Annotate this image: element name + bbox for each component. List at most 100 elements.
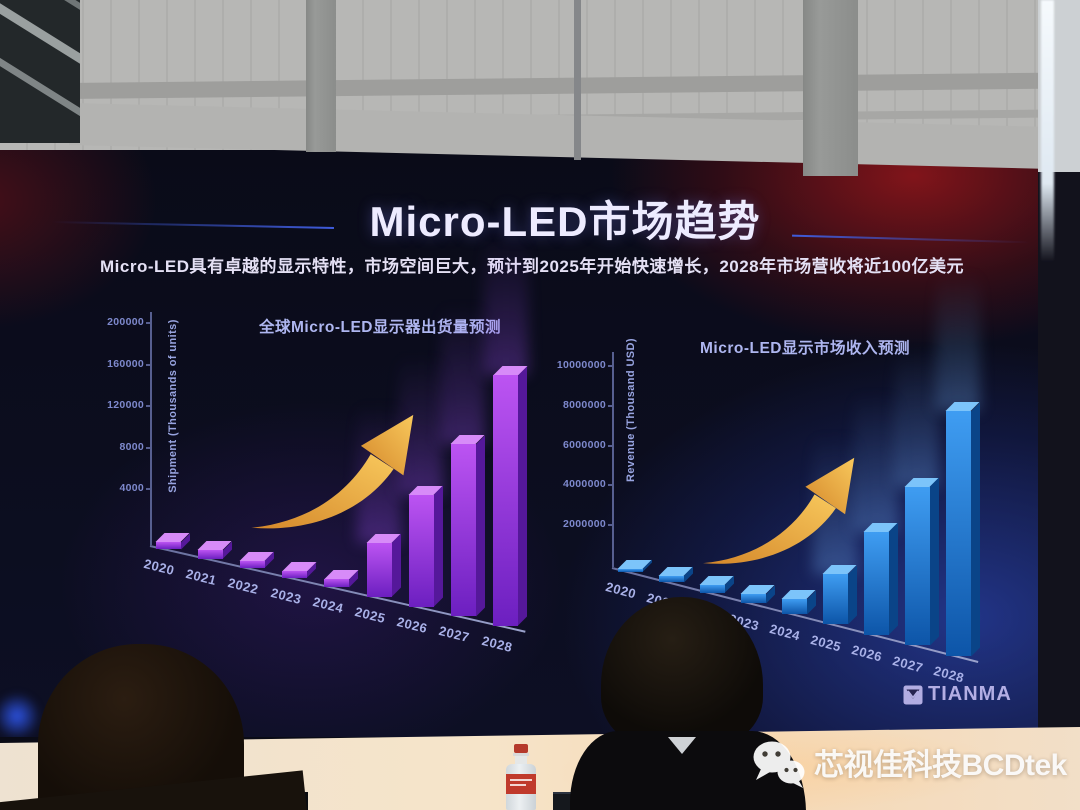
slide-title: Micro-LED市场趋势 <box>369 198 761 245</box>
bar-side-face <box>307 562 317 578</box>
right-dark-panel <box>1038 172 1080 737</box>
y-tick-mark <box>608 365 613 367</box>
ceiling-slat <box>0 54 80 125</box>
x-tick-label: 2025 <box>353 604 388 627</box>
ceiling-slat <box>0 2 80 75</box>
screen-corner-glow <box>0 692 40 737</box>
y-tick-label: 4000000 <box>563 478 606 491</box>
bar-front-face <box>197 550 223 559</box>
y-tick-mark <box>146 446 151 449</box>
bar-2020 <box>155 533 190 549</box>
x-tick-label: 2024 <box>311 594 345 617</box>
y-tick-label: 8000 <box>119 440 144 453</box>
bar-2027 <box>450 435 485 617</box>
bar-front-face <box>945 411 971 656</box>
bar-2021 <box>197 541 232 559</box>
bar-side-face <box>349 570 359 588</box>
bar-side-face <box>180 533 190 549</box>
bar-front-face <box>699 584 725 593</box>
bar-side-face <box>518 366 528 626</box>
bar-top-face <box>366 533 401 543</box>
bar-top-face <box>945 402 980 412</box>
bar-2025 <box>366 533 401 597</box>
bar-side-face <box>765 585 775 604</box>
bar-top-face <box>699 575 734 585</box>
y-axis-title: Shipment (Thousands of units) <box>167 319 179 493</box>
y-tick-mark <box>608 444 613 447</box>
wechat-icon <box>753 741 805 788</box>
y-tick-label: 4000 <box>119 482 144 494</box>
bar-2028 <box>493 366 528 626</box>
bar-front-face <box>904 486 930 646</box>
y-tick-mark <box>146 363 151 366</box>
bar-glow <box>895 346 939 487</box>
bar-side-face <box>264 551 274 569</box>
slide-subtitle: Micro-LED具有卓越的显示特性，市场空间巨大，预计到2025年开始快速增长… <box>100 257 964 276</box>
bar-front-face <box>282 571 308 578</box>
bar-front-face <box>617 568 643 572</box>
bar-top-face <box>155 533 190 542</box>
bottle-cap <box>514 744 528 753</box>
x-tick-label: 2027 <box>437 623 472 646</box>
bar-2022 <box>239 551 274 569</box>
y-tick-label: 8000000 <box>563 398 606 411</box>
bar-front-face <box>239 560 265 569</box>
x-tick-label: 2026 <box>395 613 430 636</box>
tianma-logo-text: TIANMA <box>928 683 1012 705</box>
wall-horizontal-beam <box>0 72 1080 100</box>
x-tick-label: 2020 <box>142 556 177 579</box>
bar-front-face <box>155 542 181 549</box>
growth-arrow-icon <box>251 414 414 529</box>
y-tick-mark <box>146 322 151 324</box>
bar-side-face <box>475 435 485 617</box>
wall-vertical-beam <box>574 0 581 160</box>
bar-2024 <box>324 570 359 588</box>
x-tick-label: 2026 <box>850 642 884 665</box>
x-tick-label: 2025 <box>809 631 843 654</box>
x-tick-label: 2024 <box>768 621 802 644</box>
wall-pillar <box>803 0 858 176</box>
y-axis-title: Revenue (Thousand USD) <box>625 338 637 482</box>
revenue-chart-title: Micro-LED显示市场收入预测 <box>699 340 910 357</box>
y-axis-line <box>612 352 614 567</box>
bar-2023 <box>740 585 775 604</box>
bar-2023 <box>282 562 317 578</box>
x-tick-label: 2027 <box>891 652 925 675</box>
exhibition-wall <box>0 0 1080 176</box>
y-axis-line <box>150 312 152 545</box>
bar-2022 <box>699 575 734 593</box>
bar-side-face <box>970 402 980 656</box>
x-tick-label: 2028 <box>479 632 514 655</box>
bar-side-face <box>806 590 816 614</box>
bar-2020 <box>617 559 652 572</box>
bar-side-face <box>433 485 443 607</box>
y-tick-mark <box>608 484 613 487</box>
bar-front-face <box>781 599 807 614</box>
bar-top-face <box>239 551 274 561</box>
y-tick-mark <box>608 404 613 407</box>
growth-arrow-icon <box>703 457 855 564</box>
y-tick-mark <box>146 488 151 490</box>
bar-front-face <box>740 594 766 604</box>
bar-top-face <box>658 566 693 576</box>
hall-right-column <box>1038 0 1080 737</box>
bar-side-face <box>683 566 693 583</box>
y-tick-label: 200000 <box>107 316 144 328</box>
bar-front-face <box>324 579 350 588</box>
y-tick-label: 160000 <box>107 357 144 370</box>
bar-2025 <box>822 565 857 625</box>
bar-side-face <box>929 477 939 646</box>
watermark-text: 芯视佳科技BCDtek <box>814 749 1067 782</box>
bar-side-face <box>222 541 232 559</box>
bar-top-face <box>450 435 485 445</box>
bar-front-face <box>493 375 519 626</box>
y-tick-label: 6000000 <box>563 438 606 451</box>
bar-top-face <box>197 541 232 551</box>
bar-side-face <box>847 565 857 625</box>
bar-2028 <box>945 402 980 656</box>
bar-front-face <box>366 542 392 597</box>
shipment-chart-title: 全球Micro-LED显示器出货量预测 <box>258 319 501 336</box>
bar-side-face <box>391 533 401 597</box>
bar-side-face <box>888 522 898 635</box>
